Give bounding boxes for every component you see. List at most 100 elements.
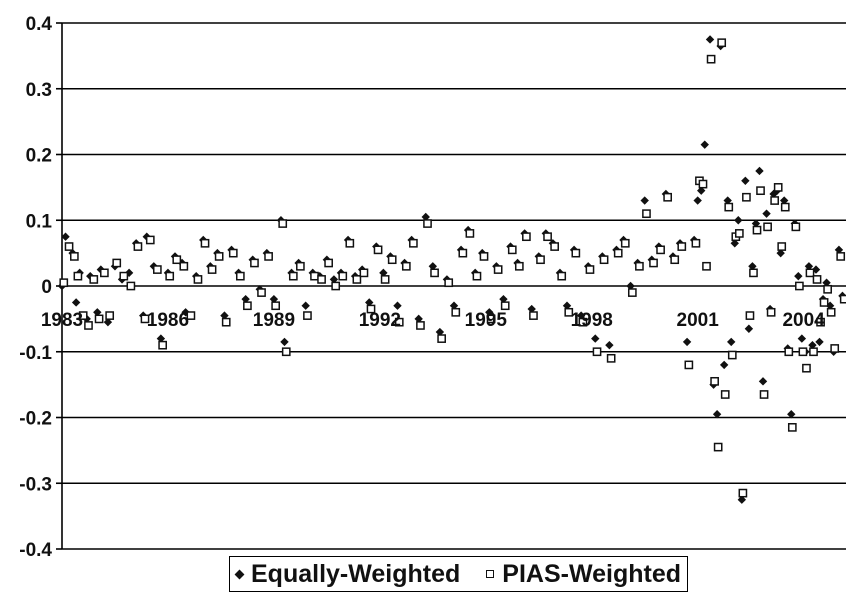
diamond-point bbox=[103, 317, 113, 327]
square-point bbox=[70, 252, 79, 261]
square-point bbox=[571, 248, 581, 258]
diamond-point bbox=[220, 311, 229, 320]
diamond-point bbox=[156, 334, 166, 343]
diamond-point bbox=[591, 334, 600, 343]
diamond-point bbox=[730, 239, 739, 248]
square-point bbox=[140, 314, 150, 324]
square-point bbox=[310, 271, 319, 281]
square-point bbox=[805, 268, 815, 278]
diamond-point bbox=[562, 301, 572, 310]
diamond-point bbox=[734, 216, 743, 225]
square-point bbox=[444, 278, 454, 288]
square-point bbox=[288, 271, 298, 281]
grid-lines bbox=[62, 22, 846, 550]
square-point bbox=[359, 268, 369, 278]
diamond-point bbox=[700, 140, 709, 149]
square-point bbox=[656, 245, 665, 255]
square-point bbox=[550, 242, 559, 251]
x-tick-label: 1998 bbox=[571, 310, 613, 331]
square-point bbox=[317, 275, 326, 284]
square-point bbox=[264, 252, 273, 261]
diamond-point bbox=[393, 301, 402, 310]
diamond-point bbox=[414, 314, 423, 324]
y-tick-label: -0.3 bbox=[19, 474, 52, 495]
square-point bbox=[592, 347, 602, 357]
diamond-point bbox=[705, 35, 715, 44]
square-point bbox=[373, 245, 383, 255]
diamond-point bbox=[181, 308, 190, 317]
square-point bbox=[250, 258, 259, 268]
square-point bbox=[529, 311, 538, 320]
diamond-point bbox=[527, 304, 536, 314]
square-point bbox=[59, 278, 69, 288]
square-point bbox=[296, 261, 305, 271]
diamond-point bbox=[748, 262, 757, 271]
diamond-point bbox=[605, 340, 614, 350]
square-point bbox=[221, 317, 231, 327]
square-point bbox=[745, 311, 755, 320]
square-point bbox=[112, 258, 122, 268]
square-point bbox=[493, 265, 503, 274]
diamond-point bbox=[365, 298, 374, 307]
square-point bbox=[119, 271, 129, 281]
square-point bbox=[777, 242, 787, 251]
square-point bbox=[564, 307, 574, 317]
y-tick-label: 0.4 bbox=[26, 14, 53, 35]
diamond-point bbox=[329, 275, 339, 284]
square-point bbox=[720, 390, 730, 399]
x-tick-label: 1983 bbox=[41, 310, 83, 331]
square-point bbox=[153, 265, 162, 274]
diamond-point bbox=[762, 209, 771, 218]
square-point bbox=[472, 271, 482, 281]
y-tick-label: -0.1 bbox=[19, 343, 52, 364]
square-point bbox=[759, 390, 769, 399]
square-point bbox=[802, 363, 811, 373]
diamond-point bbox=[435, 327, 445, 337]
square-point bbox=[606, 353, 616, 363]
square-point bbox=[684, 360, 694, 370]
diamond-point bbox=[758, 377, 768, 386]
diamond-point bbox=[744, 324, 754, 333]
diamond-point bbox=[301, 301, 310, 310]
square-point bbox=[702, 261, 711, 271]
square-point bbox=[416, 321, 425, 330]
diamond-point bbox=[71, 298, 81, 307]
square-point bbox=[642, 209, 651, 219]
diamond-point bbox=[804, 262, 814, 271]
diamond-point bbox=[576, 311, 586, 320]
square-point bbox=[795, 281, 804, 291]
square-point bbox=[713, 442, 723, 452]
diamond-point bbox=[815, 337, 824, 347]
diamond-point bbox=[811, 265, 821, 274]
square-point bbox=[613, 248, 623, 258]
y-tick-labels: 0.4 0.3 0.2 0.1 0 -0.1 -0.2 -0.3 -0.4 bbox=[19, 14, 52, 561]
diamond-point bbox=[808, 340, 817, 350]
square-point bbox=[458, 248, 468, 258]
diamond-point bbox=[449, 301, 459, 310]
square-point bbox=[791, 222, 801, 232]
diamond-point bbox=[776, 248, 785, 258]
diamond-point bbox=[499, 294, 508, 304]
x-tick-label: 2004 bbox=[782, 310, 825, 331]
square-point bbox=[500, 301, 510, 311]
diamond-point bbox=[719, 360, 729, 370]
diamond-point bbox=[755, 166, 764, 176]
square-point bbox=[784, 347, 794, 357]
legend-label: Equally-Weighted bbox=[251, 559, 461, 588]
diamond-point bbox=[421, 212, 430, 222]
square-point bbox=[809, 347, 818, 357]
diamond-point bbox=[682, 337, 692, 347]
square-point bbox=[578, 317, 588, 327]
square-point bbox=[635, 261, 644, 271]
square-point bbox=[738, 488, 748, 498]
square-point bbox=[691, 238, 701, 248]
diamond-point bbox=[797, 334, 807, 343]
square-point bbox=[380, 275, 390, 284]
square-point bbox=[627, 288, 637, 297]
square-point bbox=[839, 294, 846, 304]
diamond-point bbox=[737, 495, 747, 504]
legend-item-pias-weighted: PIAS-Weighted bbox=[486, 560, 681, 589]
square-point bbox=[780, 202, 790, 212]
square-point bbox=[724, 202, 734, 212]
